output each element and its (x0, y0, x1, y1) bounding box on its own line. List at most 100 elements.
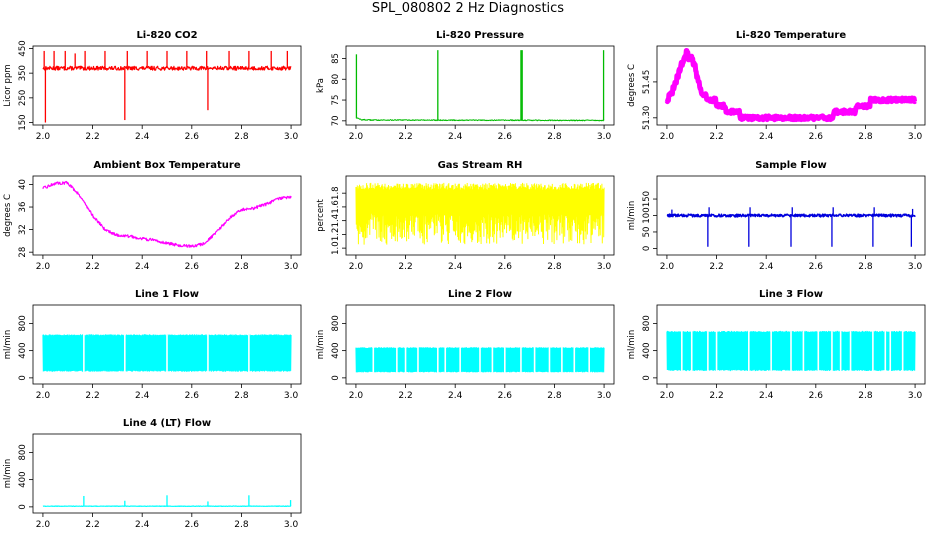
y-tick-label: 100 (642, 207, 652, 223)
chart-panel: Li-820 Pressure kPa 2.0 2.2 2.4 2.6 2.8 3.0 70 75… (316, 30, 615, 142)
x-tick-label: 3.0 (597, 132, 612, 142)
x-tick-label: 2.4 (135, 520, 150, 530)
x-tick-label: 2.6 (498, 262, 513, 272)
y-tick-label: 50 (642, 227, 652, 238)
y-tick-label: 70 (331, 115, 341, 126)
series-line (664, 48, 918, 123)
y-tick-label: 85 (331, 53, 341, 64)
x-tick-label: 2.6 (185, 262, 200, 272)
y-tick-label: 450 (18, 40, 28, 56)
data-series (42, 50, 292, 123)
x-tick-label: 3.0 (597, 262, 612, 272)
x-tick-label: 2.6 (809, 262, 824, 272)
y-tick-label: 400 (18, 343, 28, 359)
chart-panel: Line 1 Flow ml/min 2.0 2.2 2.4 2.6 2.8 3.0 0 400 8… (3, 289, 302, 401)
chart-panel: Li-820 Temperature degrees C 2.0 2.2 2.4 2.6 2… (627, 30, 926, 142)
x-tick-label: 2.4 (135, 391, 150, 401)
x-tick-label: 2.0 (660, 132, 675, 142)
plot-frame (656, 45, 926, 126)
chart-panel: Line 3 Flow ml/min 2.0 2.2 2.4 2.6 2.8 3.0 0 400 8… (627, 289, 926, 401)
x-tick-label: 3.0 (284, 520, 299, 530)
y-tick-label: 250 (18, 90, 28, 106)
y-tick-label: 1.2 (331, 228, 341, 242)
plot-frame (32, 433, 302, 514)
x-tick-label: 2.8 (858, 391, 873, 401)
data-series (42, 333, 292, 373)
y-tick-label: 80 (331, 74, 341, 85)
data-series (664, 48, 918, 123)
plot-frame (345, 304, 615, 385)
x-tick-label: 2.0 (349, 391, 364, 401)
x-tick-label: 3.0 (908, 391, 923, 401)
y-tick-label: 800 (18, 444, 28, 460)
chart-title: Sample Flow (755, 160, 827, 171)
x-tick-label: 2.8 (547, 391, 562, 401)
y-tick-label: 36 (18, 202, 28, 213)
data-series (355, 182, 605, 245)
x-tick-label: 3.0 (908, 262, 923, 272)
series-line (42, 180, 292, 248)
plot-frame (345, 45, 615, 126)
x-tick-label: 2.4 (759, 262, 774, 272)
plot-frame (32, 175, 302, 256)
y-tick-label: 150 (642, 191, 652, 207)
y-tick-label: 40 (18, 179, 28, 190)
x-tick-label: 2.8 (547, 132, 562, 142)
chart-panel: Gas Stream RH percent 2.0 2.2 2.4 2.6 2.8 3.0 1.… (316, 160, 615, 272)
y-tick-label: 1.8 (331, 186, 341, 200)
chart-title: Line 4 (LT) Flow (123, 418, 211, 429)
x-tick-label: 2.4 (759, 132, 774, 142)
y-tick-label: 1.0 (331, 241, 341, 255)
x-tick-label: 2.0 (349, 262, 364, 272)
x-tick-label: 2.2 (709, 262, 723, 272)
y-tick-label: 1.4 (331, 214, 341, 228)
plot-frame (32, 45, 302, 126)
chart-title: Line 3 Flow (759, 289, 823, 300)
plot-frame (656, 304, 926, 385)
chart-panel: Sample Flow ml/min 2.0 2.2 2.4 2.6 2.8 3.0 0 50 10… (627, 160, 926, 272)
chart-title: Line 2 Flow (448, 289, 512, 300)
x-tick-label: 3.0 (284, 262, 299, 272)
x-tick-label: 3.0 (908, 132, 923, 142)
y-axis-label: ml/min (627, 330, 637, 360)
x-tick-label: 2.6 (498, 132, 513, 142)
x-tick-label: 2.6 (185, 520, 200, 530)
chart-panel: Line 4 (LT) Flow ml/min 2.0 2.2 2.4 2.6 2.8 3.0… (3, 418, 302, 530)
x-tick-label: 2.4 (135, 132, 150, 142)
y-tick-label: 0 (18, 504, 28, 509)
plot-frame (32, 304, 302, 385)
y-axis-label: ml/min (316, 330, 326, 360)
x-tick-label: 2.4 (135, 262, 150, 272)
x-tick-label: 2.6 (185, 391, 200, 401)
x-tick-label: 2.6 (185, 132, 200, 142)
x-tick-label: 2.8 (234, 132, 249, 142)
x-tick-label: 2.4 (759, 391, 774, 401)
y-tick-label: 400 (18, 472, 28, 488)
x-tick-label: 2.8 (234, 520, 249, 530)
x-tick-label: 2.2 (398, 262, 412, 272)
y-tick-label: 0 (18, 375, 28, 380)
x-tick-label: 2.0 (36, 262, 51, 272)
data-series (666, 329, 916, 373)
data-series (42, 180, 292, 248)
y-axis-label: Licor ppm (3, 64, 13, 106)
x-tick-label: 2.4 (448, 262, 463, 272)
chart-title: Line 1 Flow (135, 289, 199, 300)
x-tick-label: 2.8 (547, 262, 562, 272)
y-tick-label: 51.30 (642, 106, 652, 130)
x-tick-label: 2.2 (709, 132, 723, 142)
x-tick-label: 2.6 (498, 391, 513, 401)
x-tick-label: 2.0 (660, 262, 675, 272)
series-line (355, 117, 605, 122)
chart-panel: Line 2 Flow ml/min 2.0 2.2 2.4 2.6 2.8 3.0 0 400 8… (316, 289, 615, 401)
y-tick-label: 75 (331, 95, 341, 106)
y-tick-label: 400 (642, 343, 652, 359)
x-tick-label: 2.2 (85, 520, 99, 530)
y-axis-label: degrees C (3, 194, 13, 237)
y-tick-label: 800 (642, 315, 652, 331)
page-title: SPL_080802 2 Hz Diagnostics (371, 1, 565, 16)
y-axis-label: ml/min (3, 459, 13, 489)
chart-panel: Li-820 CO2 Licor ppm 2.0 2.2 2.4 2.6 2.8 3.0 150… (3, 30, 302, 142)
x-tick-label: 2.0 (36, 520, 51, 530)
y-axis-label: ml/min (3, 330, 13, 360)
